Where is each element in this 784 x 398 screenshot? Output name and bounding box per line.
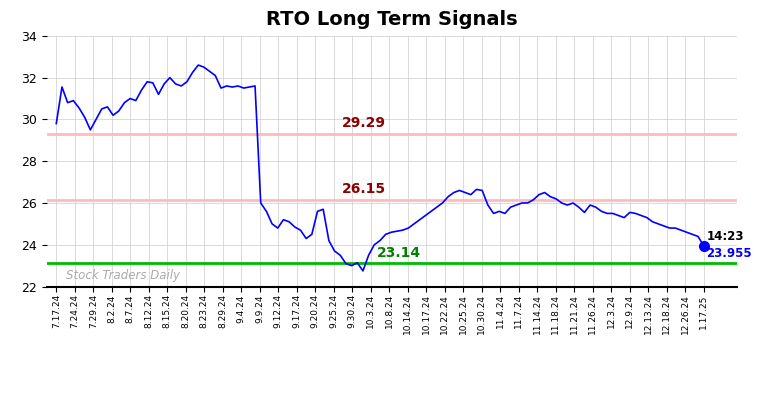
Text: 23.955: 23.955 <box>706 246 752 259</box>
Title: RTO Long Term Signals: RTO Long Term Signals <box>267 10 517 29</box>
Text: 26.15: 26.15 <box>342 182 386 196</box>
Text: Stock Traders Daily: Stock Traders Daily <box>66 269 180 282</box>
Text: 23.14: 23.14 <box>377 246 422 260</box>
Text: 29.29: 29.29 <box>342 117 386 131</box>
Text: 14:23: 14:23 <box>706 230 744 243</box>
